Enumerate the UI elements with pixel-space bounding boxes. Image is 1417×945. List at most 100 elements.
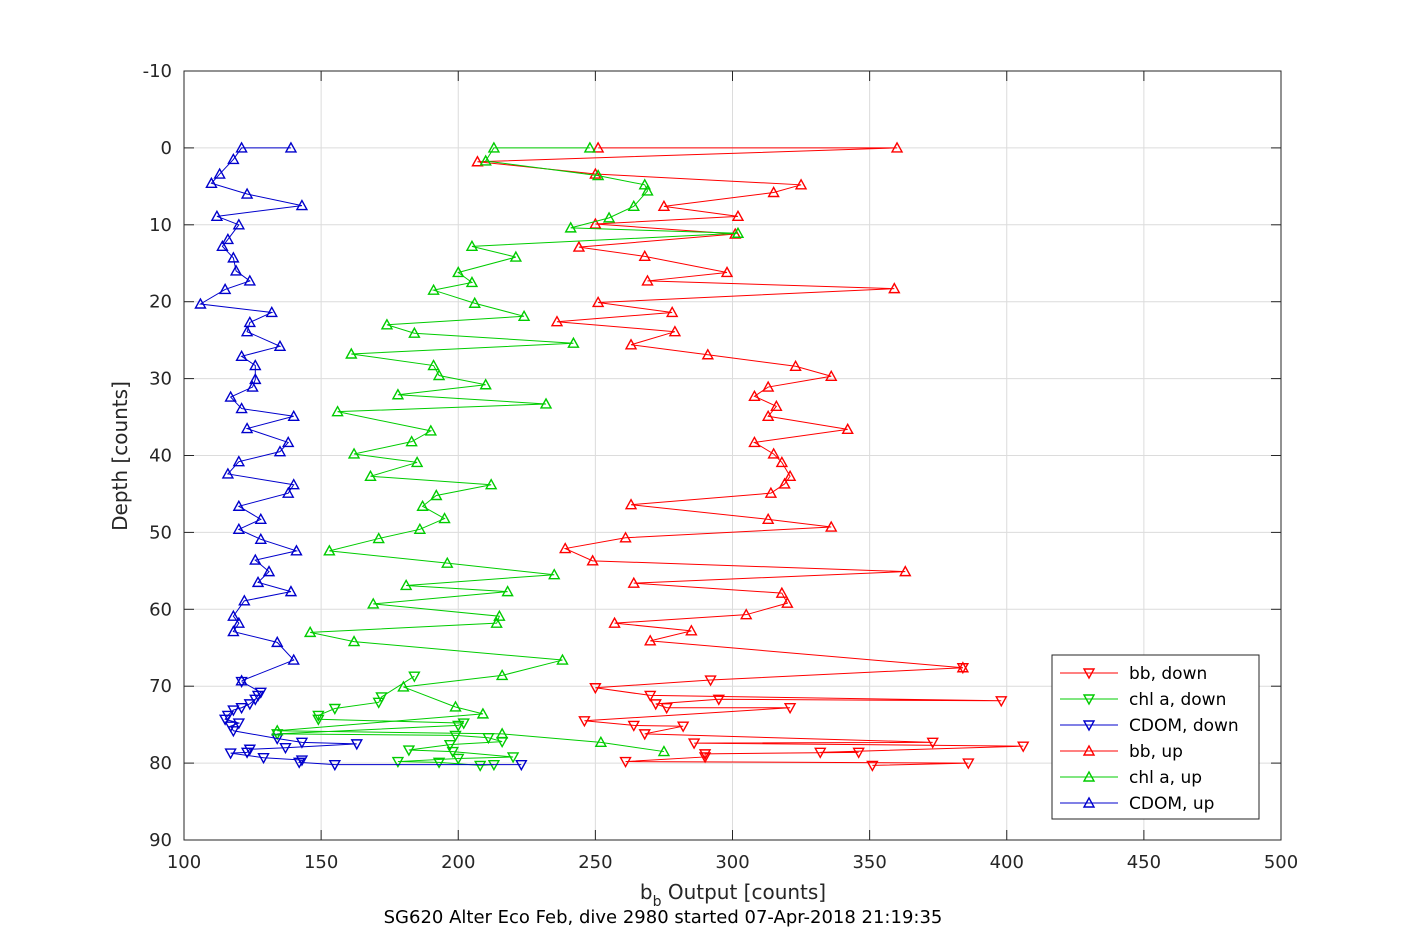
data-point-bb-up — [591, 141, 605, 153]
data-point-cdom-up — [213, 167, 226, 179]
data-point-cdom-up — [282, 486, 295, 498]
data-point-chl-a-up — [465, 239, 479, 252]
data-point-cdom-up — [232, 616, 246, 628]
data-point-cdom-up — [282, 435, 295, 448]
data-point-bb-up — [789, 359, 802, 371]
y-tick-label: 40 — [149, 446, 172, 467]
series-bb-down — [578, 663, 1030, 772]
data-point-cdom-down — [232, 718, 246, 730]
legend-marker-cdom-down — [1082, 720, 1096, 732]
data-point-chl-a-up — [427, 359, 440, 371]
data-point-bb-down — [627, 720, 640, 732]
y-tick-label: 0 — [161, 138, 172, 159]
data-point-chl-a-up — [638, 178, 651, 190]
y-tick-label: 70 — [149, 676, 172, 697]
data-point-bb-up — [471, 155, 484, 167]
series-cdom-down — [218, 676, 528, 772]
data-point-bb-up — [740, 608, 753, 620]
figure-caption: SG620 Alter Eco Feb, dive 2980 started 0… — [384, 907, 943, 928]
data-point-bb-up — [778, 477, 791, 489]
series-line-chl-a-up — [277, 147, 739, 753]
data-point-cdom-up — [235, 674, 248, 686]
data-point-cdom-up — [243, 274, 257, 286]
legend-label-chl-a-down: chl a, down — [1129, 690, 1226, 710]
data-point-chl-a-up — [405, 435, 418, 447]
data-point-chl-a-down — [457, 718, 470, 730]
data-point-chl-a-down — [391, 756, 405, 769]
legend-marker-cdom-up — [1082, 796, 1096, 808]
y-tick-label: -10 — [143, 61, 172, 82]
data-point-bb-up — [764, 486, 778, 498]
data-point-bb-down — [687, 738, 701, 750]
data-point-bb-down — [676, 721, 690, 733]
data-point-bb-up — [559, 542, 572, 554]
data-point-bb-down — [814, 747, 827, 759]
data-point-chl-a-up — [367, 597, 380, 609]
data-point-cdom-down — [235, 676, 248, 689]
data-point-bb-up — [701, 348, 715, 360]
series-line-bb-up — [477, 147, 963, 669]
data-point-cdom-up — [273, 445, 287, 457]
data-point-bb-down — [866, 760, 879, 772]
data-point-chl-a-up — [539, 397, 553, 409]
y-tick-label: 90 — [149, 830, 172, 851]
data-point-chl-a-up — [495, 668, 509, 681]
data-point-cdom-up — [262, 565, 276, 577]
data-point-bb-up — [608, 616, 621, 628]
data-point-cdom-up — [284, 141, 298, 153]
legend-label-bb-down: bb, down — [1129, 664, 1207, 684]
data-point-bb-up — [720, 266, 734, 278]
x-axis-label-subscript: b — [653, 894, 662, 910]
data-point-bb-down — [712, 694, 725, 706]
x-axis-label: bb Output [counts] — [640, 880, 826, 910]
data-point-chl-a-up — [517, 309, 531, 322]
data-point-chl-a-up — [484, 478, 498, 490]
data-point-bb-down — [926, 737, 939, 749]
data-point-bb-up — [761, 380, 775, 392]
data-point-bb-down — [852, 747, 865, 759]
data-point-chl-a-up — [641, 184, 654, 196]
data-point-bb-up — [619, 531, 632, 543]
data-point-bb-down — [698, 749, 712, 761]
data-point-cdom-up — [249, 372, 262, 385]
data-point-bb-up — [761, 512, 775, 525]
data-point-chl-a-up — [413, 522, 427, 535]
data-point-bb-up — [890, 141, 904, 153]
data-point-chl-a-up — [271, 724, 284, 736]
series-line-chl-a-down — [277, 675, 514, 766]
data-point-chl-a-up — [583, 141, 597, 153]
data-point-cdom-up — [221, 467, 235, 479]
data-point-cdom-up — [265, 306, 278, 318]
x-tick-label: 450 — [1127, 852, 1161, 873]
data-point-cdom-up — [232, 218, 246, 230]
x-tick-label: 300 — [715, 852, 749, 873]
axis-ticks: 100 150 200 250 300 350 400 450 500 -10 0 10 20 30 40 5… — [143, 61, 1299, 873]
data-point-bb-down — [619, 756, 632, 769]
data-point-cdom-up — [235, 402, 248, 414]
legend-label-bb-up: bb, up — [1129, 742, 1183, 762]
data-point-chl-a-up — [479, 378, 492, 390]
data-point-chl-a-up — [430, 489, 443, 501]
data-point-chl-a-up — [391, 388, 405, 400]
series-chl-a-up — [271, 141, 745, 757]
x-axis-label-main: b — [640, 880, 653, 904]
data-point-cdom-up — [287, 653, 300, 665]
data-point-cdom-up — [227, 609, 240, 621]
data-point-bb-up — [591, 296, 605, 308]
data-point-chl-a-down — [452, 720, 465, 732]
data-point-bb-down — [638, 729, 651, 741]
data-point-cdom-up — [232, 522, 246, 535]
data-point-bb-up — [956, 661, 970, 673]
x-tick-label: 350 — [852, 852, 886, 873]
data-point-cdom-up — [273, 339, 287, 352]
data-point-chl-a-up — [372, 532, 385, 544]
data-point-bb-up — [665, 306, 679, 318]
data-point-cdom-down — [224, 748, 237, 760]
data-point-chl-a-up — [424, 424, 438, 436]
data-point-cdom-up — [287, 478, 300, 490]
data-point-cdom-up — [295, 199, 309, 211]
data-point-chl-a-up — [627, 199, 640, 212]
data-point-bb-up — [550, 315, 564, 327]
data-point-bb-up — [775, 455, 789, 468]
data-point-cdom-up — [240, 187, 254, 199]
